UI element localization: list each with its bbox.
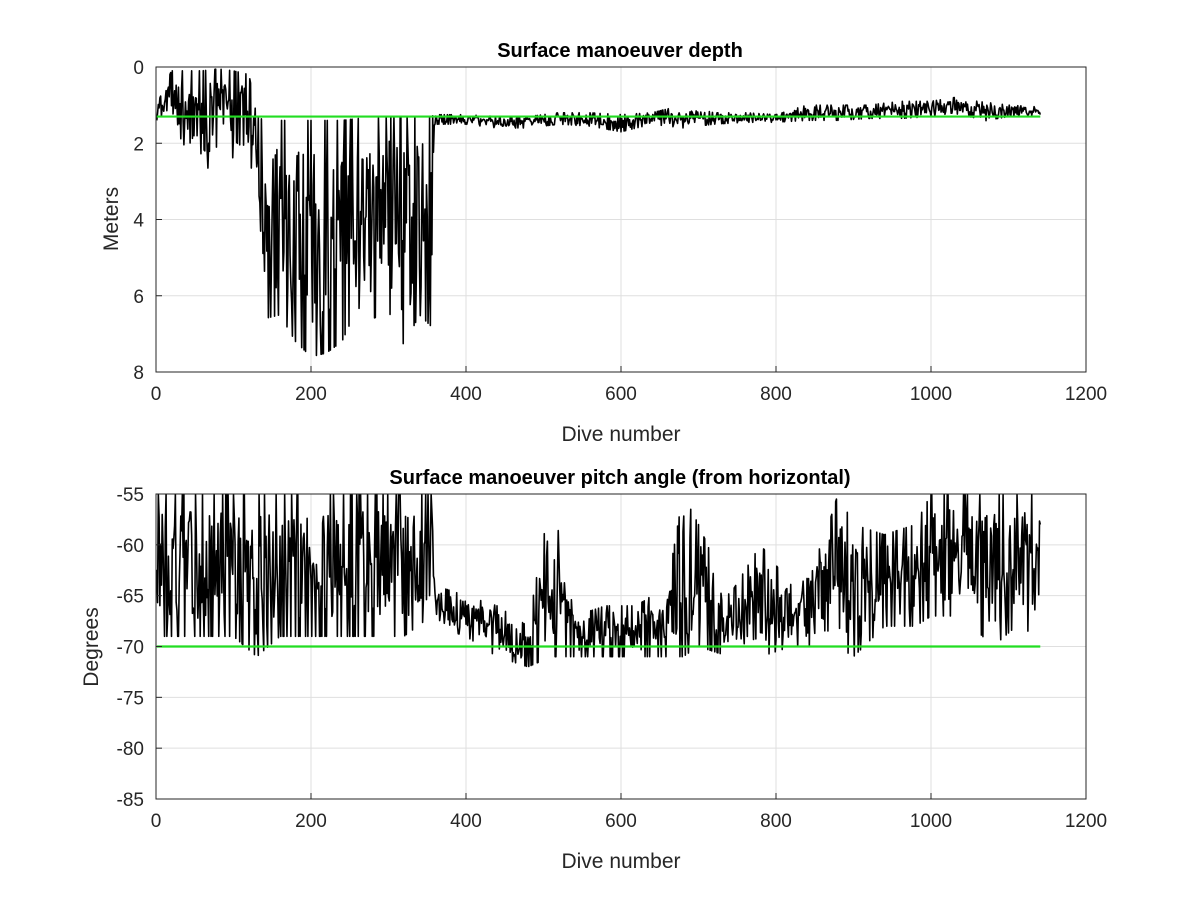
depth-x-tick-label: 1200 [1065, 384, 1107, 405]
depth-chart-title: Surface manoeuver depth [497, 40, 743, 62]
depth-y-axis-label: Meters [100, 187, 123, 251]
depth-data-series-line [156, 68, 1042, 357]
pitch-x-tick-label: 600 [605, 811, 637, 832]
pitch-y-tick-label: -60 [117, 536, 144, 557]
depth-y-tick-label: 6 [133, 287, 144, 308]
pitch-y-tick-label: -65 [117, 587, 144, 608]
depth-y-tick-label: 4 [133, 211, 144, 232]
depth-x-tick-label: 400 [450, 384, 482, 405]
pitch-y-tick-label: -75 [117, 688, 144, 709]
pitch-x-tick-label: 1000 [910, 811, 952, 832]
pitch-y-tick-label: -55 [117, 485, 144, 506]
pitch-x-tick-label: 1200 [1065, 811, 1107, 832]
depth-chart: Surface manoeuver depth 0 200 400 600 800 100… [100, 40, 1107, 446]
pitch-x-axis-label: Dive number [561, 850, 680, 873]
pitch-y-tick-label: -70 [117, 638, 144, 659]
pitch-y-tick-label: -80 [117, 739, 144, 760]
depth-x-axis-label: Dive number [561, 423, 680, 446]
pitch-y-axis-label: Degrees [80, 607, 103, 686]
pitch-x-tick-label: 200 [295, 811, 327, 832]
depth-x-tick-label: 1000 [910, 384, 952, 405]
depth-y-tick-label: 0 [133, 58, 144, 79]
pitch-chart: Surface manoeuver pitch angle (from hori… [80, 467, 1107, 873]
depth-y-tick-label: 8 [133, 363, 144, 384]
depth-x-tick-label: 200 [295, 384, 327, 405]
pitch-x-tick-label: 400 [450, 811, 482, 832]
depth-x-tick-label: 600 [605, 384, 637, 405]
pitch-chart-title: Surface manoeuver pitch angle (from hori… [389, 467, 850, 489]
depth-x-tick-label: 800 [760, 384, 792, 405]
depth-y-tick-label: 2 [133, 134, 144, 155]
depth-x-tick-label: 0 [151, 384, 162, 405]
pitch-x-tick-label: 0 [151, 811, 162, 832]
pitch-y-tick-label: -85 [117, 790, 144, 811]
pitch-x-tick-label: 800 [760, 811, 792, 832]
pitch-data-series-line [156, 494, 1042, 668]
